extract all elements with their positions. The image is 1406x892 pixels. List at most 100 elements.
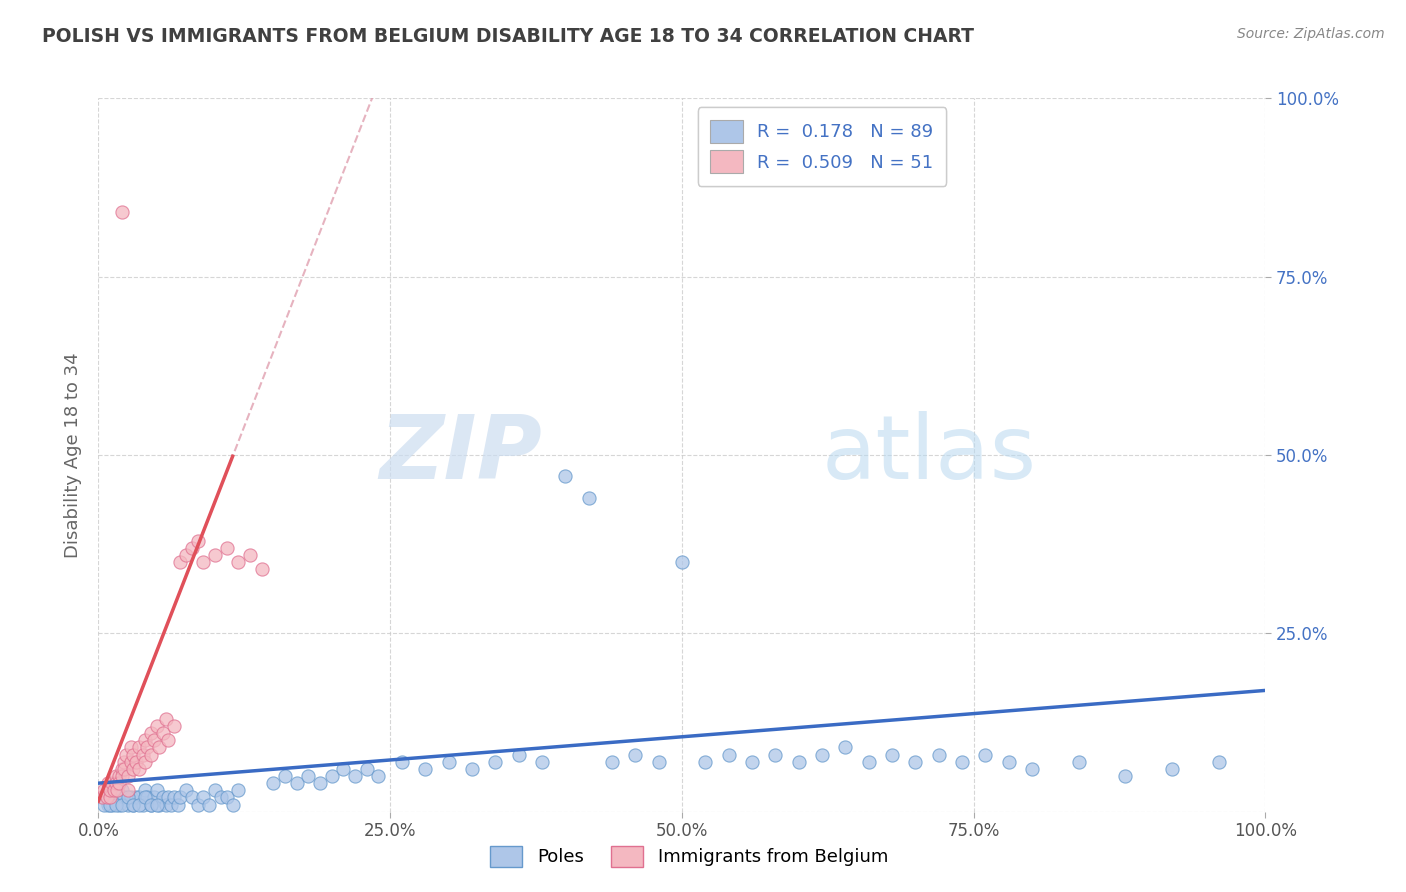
Point — [647, 755, 669, 769]
Point — [180, 541, 202, 555]
Point — [93, 790, 115, 805]
Point — [148, 740, 170, 755]
Point — [139, 726, 162, 740]
Point — [111, 762, 134, 776]
Point — [117, 797, 139, 812]
Point — [554, 469, 576, 483]
Point — [120, 755, 142, 769]
Point — [152, 726, 174, 740]
Text: POLISH VS IMMIGRANTS FROM BELGIUM DISABILITY AGE 18 TO 34 CORRELATION CHART: POLISH VS IMMIGRANTS FROM BELGIUM DISABI… — [42, 27, 974, 45]
Point — [90, 790, 112, 805]
Point — [132, 797, 155, 812]
Point — [437, 755, 460, 769]
Point — [309, 776, 332, 790]
Point — [104, 769, 127, 783]
Point — [146, 719, 169, 733]
Point — [928, 747, 950, 762]
Point — [332, 762, 354, 776]
Point — [413, 762, 436, 776]
Point — [228, 783, 250, 797]
Point — [974, 747, 997, 762]
Point — [787, 755, 810, 769]
Point — [163, 790, 186, 805]
Point — [117, 769, 139, 783]
Point — [262, 776, 284, 790]
Point — [741, 755, 763, 769]
Point — [132, 747, 155, 762]
Point — [93, 797, 115, 812]
Point — [239, 548, 262, 562]
Point — [1161, 762, 1184, 776]
Point — [159, 797, 181, 812]
Point — [530, 755, 553, 769]
Text: atlas: atlas — [823, 411, 1038, 499]
Point — [169, 790, 191, 805]
Point — [180, 790, 202, 805]
Point — [187, 533, 209, 548]
Point — [578, 491, 600, 505]
Point — [139, 797, 162, 812]
Point — [600, 755, 623, 769]
Point — [128, 797, 150, 812]
Point — [128, 762, 150, 776]
Point — [157, 790, 180, 805]
Point — [108, 797, 131, 812]
Point — [148, 797, 170, 812]
Point — [115, 747, 138, 762]
Point — [146, 797, 169, 812]
Point — [111, 769, 134, 783]
Point — [128, 790, 150, 805]
Point — [136, 790, 159, 805]
Point — [104, 790, 127, 805]
Point — [98, 790, 121, 805]
Text: ZIP: ZIP — [380, 411, 541, 499]
Point — [143, 790, 166, 805]
Point — [101, 776, 124, 790]
Point — [187, 797, 209, 812]
Point — [356, 762, 378, 776]
Point — [134, 755, 156, 769]
Legend: Poles, Immigrants from Belgium: Poles, Immigrants from Belgium — [482, 838, 896, 874]
Point — [120, 790, 142, 805]
Point — [101, 797, 124, 812]
Point — [125, 755, 148, 769]
Point — [695, 755, 717, 769]
Point — [391, 755, 413, 769]
Point — [297, 769, 319, 783]
Point — [98, 783, 121, 797]
Point — [274, 769, 297, 783]
Point — [117, 783, 139, 797]
Point — [157, 733, 180, 747]
Point — [671, 555, 693, 569]
Point — [122, 797, 145, 812]
Point — [103, 783, 125, 797]
Point — [98, 797, 121, 812]
Point — [98, 790, 121, 805]
Point — [174, 783, 197, 797]
Y-axis label: Disability Age 18 to 34: Disability Age 18 to 34 — [65, 352, 83, 558]
Point — [108, 769, 131, 783]
Point — [108, 776, 131, 790]
Point — [146, 783, 169, 797]
Point — [1021, 762, 1043, 776]
Point — [134, 790, 156, 805]
Point — [104, 776, 127, 790]
Point — [134, 783, 156, 797]
Point — [904, 755, 927, 769]
Text: Source: ZipAtlas.com: Source: ZipAtlas.com — [1237, 27, 1385, 41]
Point — [717, 747, 740, 762]
Point — [193, 555, 215, 569]
Point — [134, 733, 156, 747]
Point — [508, 747, 530, 762]
Point — [104, 797, 127, 812]
Point — [209, 790, 232, 805]
Point — [122, 762, 145, 776]
Point — [93, 783, 115, 797]
Point — [198, 797, 221, 812]
Point — [117, 790, 139, 805]
Point — [763, 747, 786, 762]
Point — [997, 755, 1019, 769]
Point — [285, 776, 308, 790]
Point — [155, 797, 177, 812]
Point — [228, 555, 250, 569]
